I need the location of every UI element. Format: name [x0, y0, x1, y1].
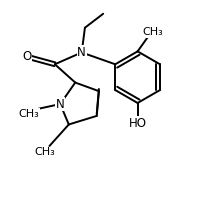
- Text: N: N: [77, 46, 86, 59]
- Text: CH₃: CH₃: [19, 109, 39, 119]
- Text: N: N: [56, 97, 64, 110]
- Text: CH₃: CH₃: [35, 147, 55, 157]
- Text: CH₃: CH₃: [142, 27, 163, 37]
- Text: O: O: [22, 50, 32, 63]
- Text: HO: HO: [129, 117, 147, 130]
